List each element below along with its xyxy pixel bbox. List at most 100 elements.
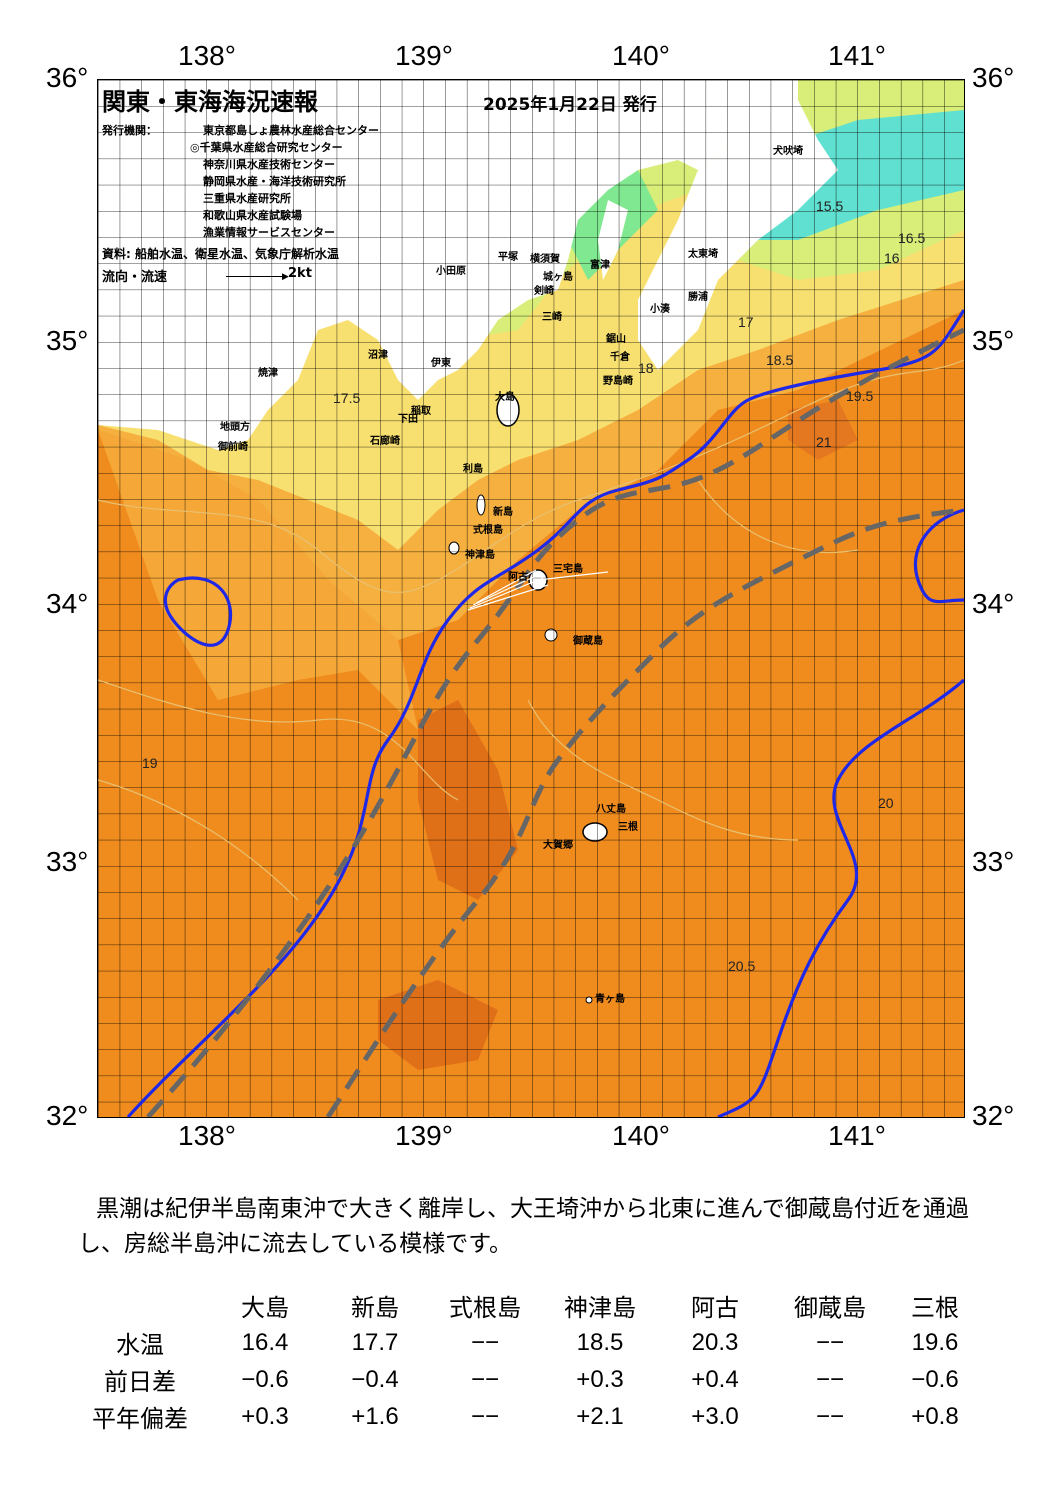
- sst-map-svg: [98, 80, 964, 1117]
- lat-tick-left-35: 35°: [46, 325, 89, 356]
- obs-col-niijima: 新島: [351, 1295, 399, 1322]
- iso-label-16-5: 16.5: [898, 230, 926, 246]
- issuer-5: 和歌山県水産試験場: [203, 209, 302, 222]
- flow-legend-arrow: [226, 276, 286, 277]
- place-nokogiriyama: 鋸山: [606, 334, 626, 345]
- iso-label-20-5: 20.5: [728, 958, 756, 974]
- obs-cell: 18.5: [576, 1328, 624, 1356]
- obs-col-shikinejima: 式根島: [449, 1295, 521, 1322]
- obs-row-daydiff: 前日差 −0.6 −0.4 −− +0.3 +0.4 −− −0.6: [70, 1361, 980, 1398]
- issuer-4: 三重県水産研究所: [203, 192, 291, 205]
- sst-map: 関東・東海海況速報 2025年1月22日 発行 発行機関： 東京都島しょ農林水産…: [97, 79, 965, 1118]
- place-kozushima: 神津島: [465, 550, 495, 561]
- obs-col-oshima: 大島: [241, 1295, 289, 1322]
- obs-col-kozushima: 神津島: [564, 1295, 636, 1322]
- lat-tick-right-34: 34°: [972, 588, 1015, 619]
- obs-cell: −−: [470, 1402, 500, 1430]
- place-hachijojima: 八丈島: [596, 804, 626, 815]
- place-hiratsuka: 平塚: [498, 252, 518, 263]
- iso-label-17-5: 17.5: [333, 390, 361, 406]
- obs-cell: +1.6: [351, 1402, 399, 1430]
- place-kominato: 小湊: [650, 304, 670, 315]
- obs-header-row: 大島 新島 式根島 神津島 阿古 御蔵島 三根: [70, 1287, 980, 1324]
- place-jogashima: 城ヶ島: [543, 272, 573, 283]
- obs-row-label: 水温: [116, 1332, 164, 1359]
- obs-col-mitsune: 三根: [911, 1295, 959, 1322]
- obs-cell: +2.1: [576, 1402, 624, 1430]
- place-mitsune: 三根: [618, 822, 638, 833]
- iso-label-18: 18: [638, 360, 654, 376]
- obs-cell: −0.6: [911, 1365, 959, 1393]
- obs-cell: +0.4: [691, 1365, 739, 1393]
- place-irozaki: 石廊崎: [370, 436, 400, 447]
- lon-tick-bottom-138: 138°: [178, 1120, 236, 1151]
- obs-cell: −−: [470, 1328, 500, 1356]
- lat-tick-left-32: 32°: [46, 1100, 89, 1131]
- lon-tick-top-141: 141°: [828, 40, 886, 71]
- obs-row-label: 平年偏差: [92, 1406, 188, 1433]
- kuroshio-lines: [126, 309, 964, 1117]
- place-niijima: 新島: [493, 507, 513, 518]
- place-shimoda: 下田: [398, 414, 418, 425]
- place-nojimazaki: 野島崎: [603, 376, 633, 387]
- iso-label-19-5: 19.5: [846, 388, 874, 404]
- obs-cell: −0.6: [241, 1365, 289, 1393]
- issue-date: 2025年1月22日 発行: [483, 95, 657, 115]
- issuer-0: 東京都島しょ農林水産総合センター: [203, 124, 379, 137]
- place-katsuura: 勝浦: [688, 292, 708, 303]
- obs-cell: +0.8: [911, 1402, 959, 1430]
- lon-tick-bottom-140: 140°: [612, 1120, 670, 1151]
- obs-cell: −−: [815, 1328, 845, 1356]
- flow-arrows: [467, 569, 609, 611]
- lat-tick-left-34: 34°: [46, 588, 89, 619]
- iso-label-15-5: 15.5: [816, 198, 844, 214]
- obs-cell: +0.3: [576, 1365, 624, 1393]
- obs-cell: 16.4: [241, 1328, 289, 1356]
- issuer-1: ◎千葉県水産総合研究センター: [190, 141, 343, 154]
- iso-label-18-5: 18.5: [766, 352, 794, 368]
- place-taitozaki: 太東埼: [688, 249, 718, 260]
- lon-tick-top-138: 138°: [178, 40, 236, 71]
- lon-tick-top-140: 140°: [612, 40, 670, 71]
- place-chikura: 千倉: [610, 352, 630, 363]
- lon-tick-bottom-141: 141°: [828, 1120, 886, 1151]
- obs-row-label: 前日差: [104, 1369, 176, 1396]
- obs-cell: +3.0: [691, 1402, 739, 1430]
- lat-tick-left-36: 36°: [46, 62, 89, 93]
- place-numazu: 沼津: [368, 350, 388, 361]
- lat-tick-left-33: 33°: [46, 846, 89, 877]
- issuer-6: 漁業情報サービスセンター: [203, 226, 335, 239]
- place-jitogata: 地頭方: [220, 422, 250, 433]
- obs-row-temp: 水温 16.4 17.7 −− 18.5 20.3 −− 19.6: [70, 1324, 980, 1361]
- lon-tick-top-139: 139°: [395, 40, 453, 71]
- place-ako: 阿古: [508, 572, 528, 583]
- place-toshima: 利島: [463, 464, 483, 475]
- place-tsurugisaki: 剣崎: [534, 286, 554, 297]
- iso-label-17: 17: [738, 314, 754, 330]
- obs-cell: 20.3: [691, 1328, 739, 1356]
- isotherm-contours: [98, 359, 964, 901]
- place-futtsu: 富津: [590, 260, 610, 271]
- axis-dash-lines: [146, 327, 964, 1117]
- place-aogashima: 青ヶ島: [595, 994, 625, 1005]
- obs-cell: 17.7: [351, 1328, 399, 1356]
- obs-row-anomaly: 平年偏差 +0.3 +1.6 −− +2.1 +3.0 −− +0.8: [70, 1398, 980, 1435]
- obs-cell: −−: [815, 1402, 845, 1430]
- place-yokosuka: 横須賀: [530, 254, 560, 265]
- place-odawara: 小田原: [436, 266, 466, 277]
- place-inatori: 稲取: [411, 406, 431, 417]
- obs-col-mikurajima: 御蔵島: [794, 1295, 866, 1322]
- flow-legend-scale: 2kt: [288, 266, 312, 281]
- iso-label-21: 21: [816, 434, 832, 450]
- obs-cell: 19.6: [911, 1328, 959, 1356]
- iso-label-16: 16: [884, 250, 900, 266]
- obs-col-ako: 阿古: [691, 1295, 739, 1322]
- place-shikinejima: 式根島: [473, 525, 503, 536]
- map-title: 関東・東海海況速報: [102, 88, 318, 116]
- place-misaki: 三崎: [542, 312, 562, 323]
- issuer-label: 発行機関：: [102, 124, 157, 137]
- lon-tick-bottom-139: 139°: [395, 1120, 453, 1151]
- iso-label-19: 19: [142, 755, 158, 771]
- obs-cell: −−: [470, 1365, 500, 1393]
- flow-legend-arrowhead: ▶: [282, 272, 289, 282]
